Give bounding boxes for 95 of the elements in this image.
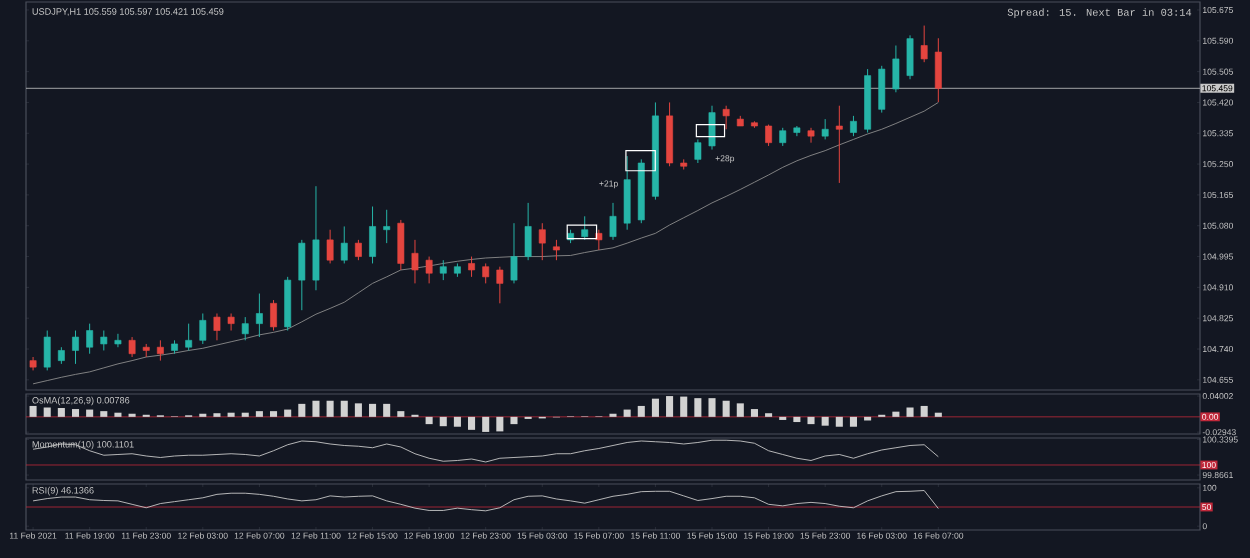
candlestick: [114, 333, 122, 348]
bar: [835, 416, 843, 427]
candlestick: [439, 259, 447, 281]
bar: [255, 411, 263, 417]
candlestick: [694, 138, 702, 164]
bar: [439, 416, 447, 427]
bar: [651, 398, 659, 417]
candlestick: [72, 330, 79, 365]
candlestick: [850, 115, 857, 137]
bar: [29, 405, 37, 417]
bar: [482, 416, 490, 432]
bar: [397, 411, 405, 417]
candlestick: [934, 37, 942, 103]
bar: [43, 407, 51, 417]
candlestick: [609, 202, 617, 241]
candlestick: [595, 229, 603, 251]
bar: [623, 409, 631, 417]
bar: [312, 400, 320, 417]
bar: [906, 407, 914, 417]
candlestick: [354, 239, 362, 261]
bar: [920, 405, 928, 417]
bar: [354, 403, 362, 417]
candlestick: [284, 276, 292, 332]
bar: [496, 416, 504, 432]
candlestick: [241, 316, 249, 341]
candlestick: [411, 239, 419, 284]
bar: [510, 416, 518, 425]
bar: [722, 400, 730, 417]
line-series: [32, 439, 939, 463]
candlestick: [213, 312, 221, 341]
candlestick: [510, 222, 518, 284]
candlestick: [708, 105, 716, 151]
candlestick: [227, 312, 235, 332]
candlestick: [326, 229, 334, 264]
candlestick: [425, 256, 433, 284]
candlestick: [892, 45, 900, 93]
bar: [86, 409, 94, 417]
bar: [369, 403, 377, 417]
bar: [793, 416, 801, 423]
candlestick: [906, 34, 914, 80]
bar: [425, 416, 433, 425]
candlestick: [807, 127, 815, 144]
candlestick: [43, 330, 51, 371]
candlestick: [722, 105, 730, 130]
candlestick: [86, 323, 94, 355]
candlestick: [779, 127, 787, 147]
candlestick: [156, 339, 164, 362]
candlestick: [199, 312, 207, 345]
candlestick: [128, 336, 136, 358]
candlestick: [397, 219, 405, 271]
bar: [680, 396, 688, 417]
bar: [892, 411, 900, 417]
bar: [468, 416, 476, 430]
bar: [71, 409, 80, 417]
candlestick: [340, 225, 348, 264]
bar: [666, 396, 674, 417]
candlestick: [623, 155, 631, 231]
bar: [284, 409, 292, 417]
bar: [100, 411, 108, 417]
bar: [821, 416, 829, 426]
candlestick: [383, 209, 391, 244]
line-series: [32, 490, 939, 512]
bar: [708, 398, 716, 417]
candlestick: [100, 330, 108, 351]
candlestick: [538, 222, 546, 261]
candlestick: [666, 101, 673, 167]
candlestick: [468, 256, 475, 278]
bar: [750, 409, 758, 417]
bar: [849, 416, 857, 427]
candlestick: [835, 105, 843, 184]
bar: [340, 400, 348, 417]
candlestick: [255, 293, 263, 338]
candlestick: [920, 25, 928, 63]
candlestick: [524, 202, 532, 261]
bar: [694, 398, 702, 417]
bar: [637, 405, 645, 417]
candlestick: [298, 239, 306, 311]
bar: [383, 403, 391, 417]
bar: [298, 403, 306, 417]
candlestick: [185, 323, 193, 351]
candlestick: [270, 299, 277, 332]
bar: [453, 416, 461, 427]
candlestick: [878, 65, 886, 114]
bar: [736, 403, 744, 417]
bar: [57, 408, 65, 417]
candlestick: [496, 266, 504, 304]
bar: [269, 411, 278, 417]
bar: [326, 400, 334, 417]
candlestick: [581, 215, 589, 241]
candlestick: [369, 206, 376, 264]
candlestick: [482, 262, 490, 284]
bar: [807, 416, 815, 425]
candlestick: [821, 118, 829, 140]
candlestick: [553, 239, 560, 261]
candlestick: [312, 185, 320, 291]
